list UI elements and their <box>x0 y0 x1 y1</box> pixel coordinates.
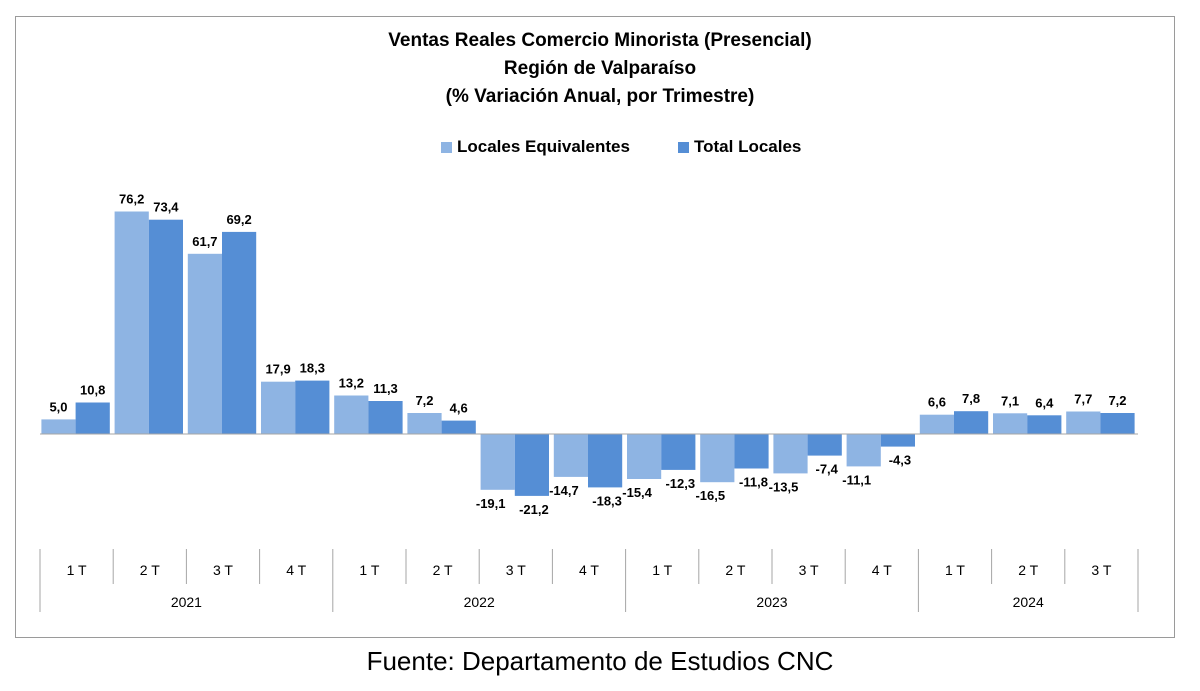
bar-locales-equivalentes <box>627 434 662 479</box>
data-label: 7,7 <box>1074 392 1092 407</box>
bar-locales-equivalentes <box>1066 411 1101 434</box>
data-label: 5,0 <box>49 399 67 414</box>
bar-total-locales <box>75 402 110 434</box>
data-label: -16,5 <box>695 488 725 503</box>
data-label: 4,6 <box>450 401 468 416</box>
legend-swatch-locales-equivalentes <box>441 141 452 153</box>
data-label: 6,6 <box>928 395 946 410</box>
category-tick-label: 1 T <box>67 562 87 578</box>
data-label: -11,8 <box>739 475 768 490</box>
group-label: 2021 <box>171 594 202 610</box>
chart-title: Ventas Reales Comercio Minorista (Presen… <box>388 30 812 51</box>
bar-total-locales <box>295 380 330 434</box>
legend-label-total-locales: Total Locales <box>694 137 802 156</box>
data-label: 6,4 <box>1035 395 1054 410</box>
bar-locales-equivalentes <box>993 413 1028 434</box>
category-tick-label: 2 T <box>1018 562 1038 578</box>
bar-locales-equivalentes <box>114 211 149 434</box>
data-label: -21,2 <box>519 502 549 517</box>
bar-locales-equivalentes <box>919 414 954 434</box>
data-label: 17,9 <box>265 362 290 377</box>
bar-locales-equivalentes <box>846 434 881 467</box>
data-label: 7,1 <box>1001 393 1019 408</box>
category-tick-label: 2 T <box>433 562 453 578</box>
bar-total-locales <box>441 420 476 434</box>
group-label: 2024 <box>1013 594 1044 610</box>
data-label: 18,3 <box>300 361 325 376</box>
bar-total-locales <box>514 434 549 496</box>
data-label: 7,2 <box>415 393 433 408</box>
data-label: 69,2 <box>226 212 251 227</box>
data-label: -18,3 <box>592 493 622 508</box>
data-label: -4,3 <box>889 453 911 468</box>
data-label: 10,8 <box>80 383 105 398</box>
bar-total-locales <box>661 434 696 470</box>
source-caption: Fuente: Departamento de Estudios CNC <box>366 646 834 676</box>
category-tick-label: 3 T <box>213 562 233 578</box>
bar-total-locales <box>1100 413 1135 434</box>
category-tick-label: 2 T <box>140 562 160 578</box>
data-label: 61,7 <box>192 234 217 249</box>
bar-locales-equivalentes <box>700 434 735 483</box>
legend-item-locales-equivalentes: Locales Equivalentes <box>441 137 630 157</box>
bar-locales-equivalentes <box>773 434 808 474</box>
category-tick-label: 4 T <box>872 562 892 578</box>
data-label: 76,2 <box>119 192 144 207</box>
bar-total-locales <box>368 401 403 434</box>
data-label: -14,7 <box>549 483 579 498</box>
category-tick-label: 4 T <box>579 562 599 578</box>
group-label: 2022 <box>464 594 495 610</box>
bar-locales-equivalentes <box>480 434 515 490</box>
bar-total-locales <box>807 434 842 456</box>
bar-total-locales <box>880 434 915 447</box>
bar-locales-equivalentes <box>187 253 222 434</box>
bar-locales-equivalentes <box>261 381 296 434</box>
data-label: -12,3 <box>665 476 695 491</box>
bar-total-locales <box>588 434 623 488</box>
category-tick-label: 1 T <box>945 562 965 578</box>
bar-locales-equivalentes <box>553 434 588 477</box>
data-label: -11,1 <box>842 472 871 487</box>
chart-subtitle: Región de Valparaíso <box>503 58 697 79</box>
bar-locales-equivalentes <box>407 413 442 434</box>
category-tick-label: 4 T <box>286 562 306 578</box>
data-label: 7,8 <box>962 391 980 406</box>
category-tick-label: 3 T <box>799 562 819 578</box>
category-tick-label: 3 T <box>506 562 526 578</box>
chart-subtitle-units: (% Variación Anual, por Trimestre) <box>445 86 755 107</box>
data-label: 11,3 <box>373 381 398 396</box>
data-label: 73,4 <box>153 200 179 215</box>
data-label: -13,5 <box>769 479 799 494</box>
bar-total-locales <box>734 434 769 469</box>
bar-total-locales <box>148 219 183 434</box>
group-label: 2023 <box>756 594 787 610</box>
data-label: -7,4 <box>815 462 838 477</box>
data-label: 13,2 <box>339 376 364 391</box>
legend-label-locales-equivalentes: Locales Equivalentes <box>457 137 630 156</box>
bar-total-locales <box>222 231 257 434</box>
bar-locales-equivalentes <box>334 395 369 434</box>
data-label: -15,4 <box>622 485 652 500</box>
bar-total-locales <box>954 411 989 434</box>
category-tick-label: 3 T <box>1091 562 1111 578</box>
data-label: -19,1 <box>476 496 506 511</box>
bar-locales-equivalentes <box>41 419 76 434</box>
legend-item-total-locales: Total Locales <box>678 137 801 157</box>
category-tick-label: 2 T <box>725 562 745 578</box>
category-tick-label: 1 T <box>359 562 379 578</box>
category-tick-label: 1 T <box>652 562 672 578</box>
data-label: 7,2 <box>1108 393 1126 408</box>
bar-total-locales <box>1027 415 1062 434</box>
legend-swatch-total-locales <box>678 141 689 153</box>
